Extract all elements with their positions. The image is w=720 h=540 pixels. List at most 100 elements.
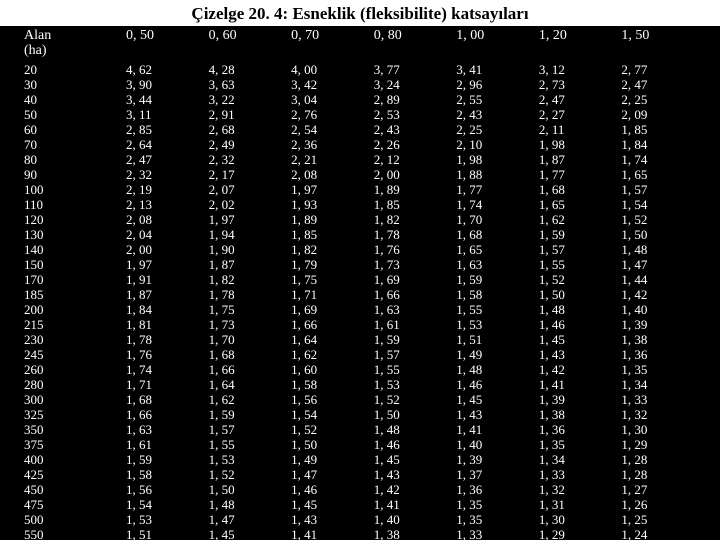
table-cell: 1, 52 (537, 272, 620, 287)
table-cell: 3, 42 (289, 77, 372, 92)
table-caption: Çizelge 20. 4: Esneklik (fleksibilite) k… (0, 0, 720, 26)
table-cell: 1, 39 (454, 452, 537, 467)
table-row: 303, 903, 633, 423, 242, 962, 732, 47 (22, 77, 702, 92)
table-cell: 3, 77 (372, 62, 455, 77)
table-cell: 1, 73 (207, 317, 290, 332)
table-cell: 1, 68 (537, 182, 620, 197)
table-cell: 1, 54 (619, 197, 702, 212)
table-cell: 1, 89 (372, 182, 455, 197)
table-cell: 2, 53 (372, 107, 455, 122)
table-cell: 1, 59 (372, 332, 455, 347)
table-cell: 1, 68 (207, 347, 290, 362)
table-cell: 1, 71 (124, 377, 207, 392)
table-cell: 1, 25 (619, 512, 702, 527)
table-row: 1402, 001, 901, 821, 761, 651, 571, 48 (22, 242, 702, 257)
table-cell: 1, 41 (454, 422, 537, 437)
table-cell: 2, 36 (289, 137, 372, 152)
table-cell: 1, 46 (454, 377, 537, 392)
table-row: 2001, 841, 751, 691, 631, 551, 481, 40 (22, 302, 702, 317)
table-row: 1701, 911, 821, 751, 691, 591, 521, 44 (22, 272, 702, 287)
row-key: 185 (22, 287, 124, 302)
table-cell: 1, 91 (124, 272, 207, 287)
table-cell: 1, 93 (289, 197, 372, 212)
table-row: 2801, 711, 641, 581, 531, 461, 411, 34 (22, 377, 702, 392)
table-cell: 1, 47 (207, 512, 290, 527)
table-cell: 1, 38 (537, 407, 620, 422)
row-key: 550 (22, 527, 124, 540)
table-cell: 1, 59 (454, 272, 537, 287)
row-key: 400 (22, 452, 124, 467)
table-cell: 2, 73 (537, 77, 620, 92)
table-cell: 1, 54 (289, 407, 372, 422)
table-cell: 1, 30 (537, 512, 620, 527)
row-key: 20 (22, 62, 124, 77)
table-cell: 1, 57 (372, 347, 455, 362)
table-row: 2601, 741, 661, 601, 551, 481, 421, 35 (22, 362, 702, 377)
table-cell: 1, 52 (619, 212, 702, 227)
table-cell: 1, 56 (124, 482, 207, 497)
table-cell: 1, 26 (619, 497, 702, 512)
table-cell: 1, 42 (619, 287, 702, 302)
table-cell: 1, 88 (454, 167, 537, 182)
table-cell: 1, 57 (619, 182, 702, 197)
table-cell: 1, 87 (124, 287, 207, 302)
table-cell: 1, 73 (372, 257, 455, 272)
table-cell: 1, 48 (454, 362, 537, 377)
table-cell: 1, 50 (372, 407, 455, 422)
table-cell: 1, 77 (537, 167, 620, 182)
table-cell: 1, 59 (124, 452, 207, 467)
table-cell: 2, 13 (124, 197, 207, 212)
table-cell: 2, 25 (454, 122, 537, 137)
table-cell: 1, 79 (289, 257, 372, 272)
table-cell: 1, 36 (537, 422, 620, 437)
table-cell: 1, 53 (454, 317, 537, 332)
table-cell: 1, 74 (619, 152, 702, 167)
table-cell: 3, 04 (289, 92, 372, 107)
header-row: Alan (ha) 0, 50 0, 60 0, 70 0, 80 1, 00 … (22, 26, 702, 62)
row-key: 450 (22, 482, 124, 497)
table-cell: 1, 85 (372, 197, 455, 212)
table-row: 1202, 081, 971, 891, 821, 701, 621, 52 (22, 212, 702, 227)
table-cell: 1, 98 (454, 152, 537, 167)
table-row: 2301, 781, 701, 641, 591, 511, 451, 38 (22, 332, 702, 347)
table-cell: 1, 33 (619, 392, 702, 407)
row-header-label: Alan (ha) (22, 26, 124, 62)
col-header: 1, 20 (537, 26, 620, 62)
table-head: Alan (ha) 0, 50 0, 60 0, 70 0, 80 1, 00 … (22, 26, 702, 62)
table-cell: 1, 45 (207, 527, 290, 540)
table-cell: 1, 53 (124, 512, 207, 527)
table-cell: 1, 89 (289, 212, 372, 227)
table-cell: 1, 38 (619, 332, 702, 347)
table-cell: 1, 52 (207, 467, 290, 482)
table-cell: 1, 29 (619, 437, 702, 452)
table-cell: 1, 82 (289, 242, 372, 257)
table-cell: 1, 32 (537, 482, 620, 497)
table-cell: 4, 62 (124, 62, 207, 77)
row-key: 260 (22, 362, 124, 377)
row-header-line1: Alan (24, 28, 51, 43)
row-key: 40 (22, 92, 124, 107)
table-cell: 1, 64 (207, 377, 290, 392)
table-cell: 1, 40 (454, 437, 537, 452)
table-cell: 1, 65 (619, 167, 702, 182)
table-cell: 1, 66 (372, 287, 455, 302)
table-cell: 1, 50 (207, 482, 290, 497)
table-cell: 3, 24 (372, 77, 455, 92)
row-key: 70 (22, 137, 124, 152)
table-cell: 3, 44 (124, 92, 207, 107)
table-cell: 1, 52 (372, 392, 455, 407)
table-cell: 1, 78 (372, 227, 455, 242)
table-cell: 1, 46 (537, 317, 620, 332)
table-cell: 1, 53 (372, 377, 455, 392)
table-cell: 2, 76 (289, 107, 372, 122)
row-header-line2: (ha) (24, 43, 47, 58)
row-key: 140 (22, 242, 124, 257)
table-row: 4501, 561, 501, 461, 421, 361, 321, 27 (22, 482, 702, 497)
table-cell: 1, 38 (372, 527, 455, 540)
table-cell: 1, 58 (124, 467, 207, 482)
table-cell: 2, 96 (454, 77, 537, 92)
row-key: 350 (22, 422, 124, 437)
row-key: 170 (22, 272, 124, 287)
table-cell: 1, 32 (619, 407, 702, 422)
table-cell: 1, 75 (289, 272, 372, 287)
